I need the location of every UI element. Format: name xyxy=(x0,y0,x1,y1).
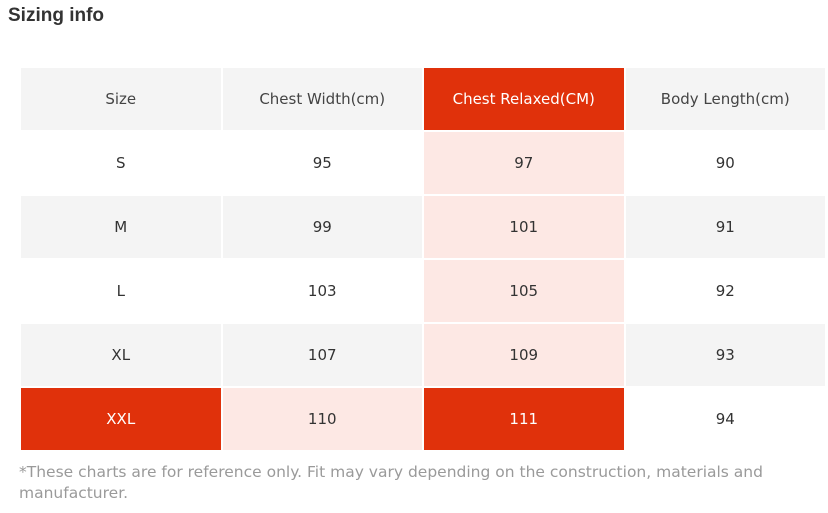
cell-chest-relaxed: 109 xyxy=(424,324,624,386)
cell-chest-width: 107 xyxy=(222,324,422,386)
header-body-length: Body Length(cm) xyxy=(625,68,825,130)
table-header-row: Size Chest Width(cm) Chest Relaxed(CM) B… xyxy=(21,68,825,130)
header-size: Size xyxy=(21,68,221,130)
cell-chest-relaxed: 97 xyxy=(424,132,624,194)
cell-chest-relaxed: 111 xyxy=(424,388,624,450)
header-chest-width: Chest Width(cm) xyxy=(222,68,422,130)
page-title: Sizing info xyxy=(8,5,105,26)
header-chest-relaxed: Chest Relaxed(CM) xyxy=(424,68,624,130)
cell-chest-width: 99 xyxy=(222,196,422,258)
table-row: XL 107 109 93 xyxy=(21,324,825,386)
cell-body-length: 91 xyxy=(625,196,825,258)
cell-body-length: 94 xyxy=(625,388,825,450)
table-row: M 99 101 91 xyxy=(21,196,825,258)
table-row: XXL 110 111 94 xyxy=(21,388,825,450)
cell-chest-relaxed: 101 xyxy=(424,196,624,258)
cell-body-length: 92 xyxy=(625,260,825,322)
sizing-table: Size Chest Width(cm) Chest Relaxed(CM) B… xyxy=(19,66,827,452)
cell-chest-relaxed: 105 xyxy=(424,260,624,322)
reference-note: *These charts are for reference only. Fi… xyxy=(19,463,763,502)
cell-size: M xyxy=(21,196,221,258)
cell-size: L xyxy=(21,260,221,322)
cell-body-length: 90 xyxy=(625,132,825,194)
cell-size: XXL xyxy=(21,388,221,450)
cell-chest-width: 95 xyxy=(222,132,422,194)
cell-chest-width: 103 xyxy=(222,260,422,322)
cell-body-length: 93 xyxy=(625,324,825,386)
table-row: L 103 105 92 xyxy=(21,260,825,322)
cell-size: XL xyxy=(21,324,221,386)
cell-size: S xyxy=(21,132,221,194)
cell-chest-width: 110 xyxy=(222,388,422,450)
table-row: S 95 97 90 xyxy=(21,132,825,194)
